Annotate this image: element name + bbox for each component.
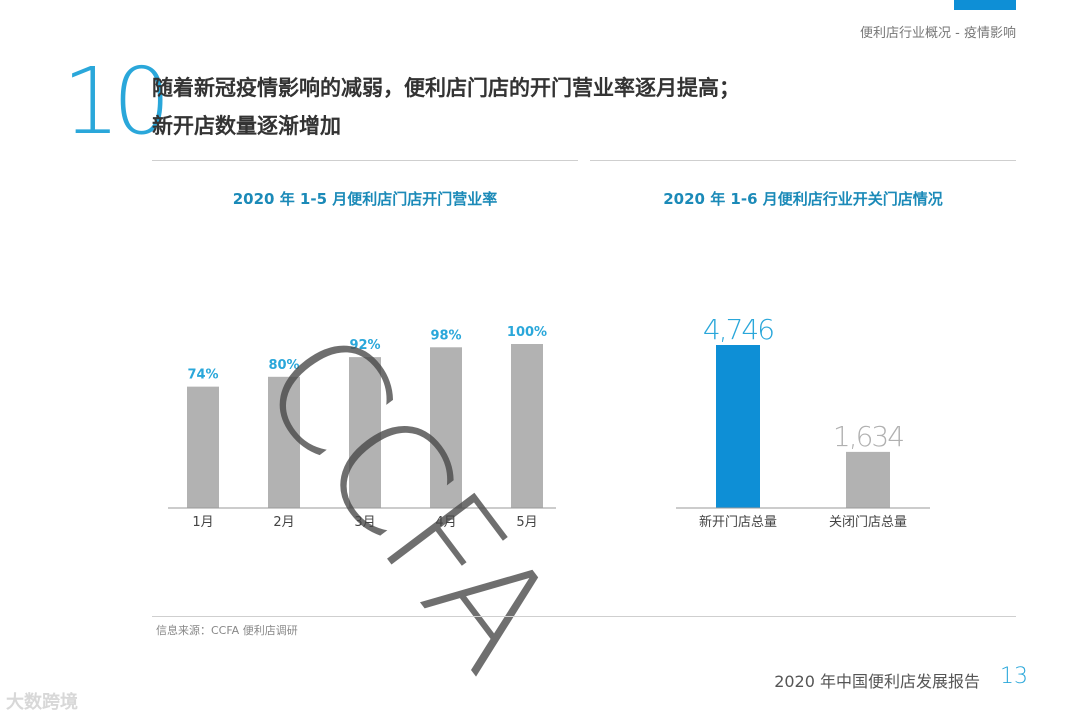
data-label-2: 80%: [268, 358, 299, 373]
bar-1: [187, 386, 219, 508]
divider-bottom: [152, 616, 1016, 617]
chart-title-opening-rate: 2020 年 1-5 月便利店门店开门营业率: [232, 190, 498, 208]
headline-line-2: 新开店数量逐渐增加: [152, 114, 341, 138]
brand-watermark: 大数跨境: [6, 692, 78, 713]
x-tick-label-closed-stores: 关闭门店总量: [829, 515, 907, 530]
section-label: 便利店行业概况 - 疫情影响: [860, 26, 1016, 41]
bar-new-stores: [716, 345, 760, 508]
bar-5: [511, 344, 543, 508]
x-tick-label-3: 3月: [354, 515, 375, 530]
data-label-closed-stores: 1,634: [833, 420, 903, 453]
source-note: 信息来源：CCFA 便利店调研: [156, 624, 298, 637]
x-tick-label-5: 5月: [516, 515, 537, 530]
data-label-5: 100%: [507, 325, 547, 340]
x-tick-label-4: 4月: [435, 515, 456, 530]
x-tick-label-new-stores: 新开门店总量: [699, 514, 777, 530]
bar-4: [430, 347, 462, 508]
footer-page-number: 13: [1000, 664, 1028, 689]
data-label-3: 92%: [349, 338, 380, 353]
x-tick-label-2: 2月: [273, 515, 294, 530]
bar-closed-stores: [846, 451, 890, 508]
top-accent-bar: [954, 0, 1016, 10]
divider-left: [152, 160, 578, 161]
divider-right: [590, 160, 1016, 161]
page-number: 10: [62, 48, 171, 155]
data-label-1: 74%: [187, 368, 218, 383]
chart-title-store-openings: 2020 年 1-6 月便利店行业开关门店情况: [663, 190, 943, 208]
footer-report-title: 2020 年中国便利店发展报告: [774, 672, 980, 691]
bar-3: [349, 357, 381, 508]
data-label-4: 98%: [430, 328, 461, 343]
headline-line-1: 随着新冠疫情影响的减弱，便利店门店的开门营业率逐月提高；: [152, 76, 740, 100]
data-label-new-stores: 4,746: [703, 313, 773, 346]
bar-2: [268, 376, 300, 508]
x-tick-label-1: 1月: [192, 515, 213, 530]
